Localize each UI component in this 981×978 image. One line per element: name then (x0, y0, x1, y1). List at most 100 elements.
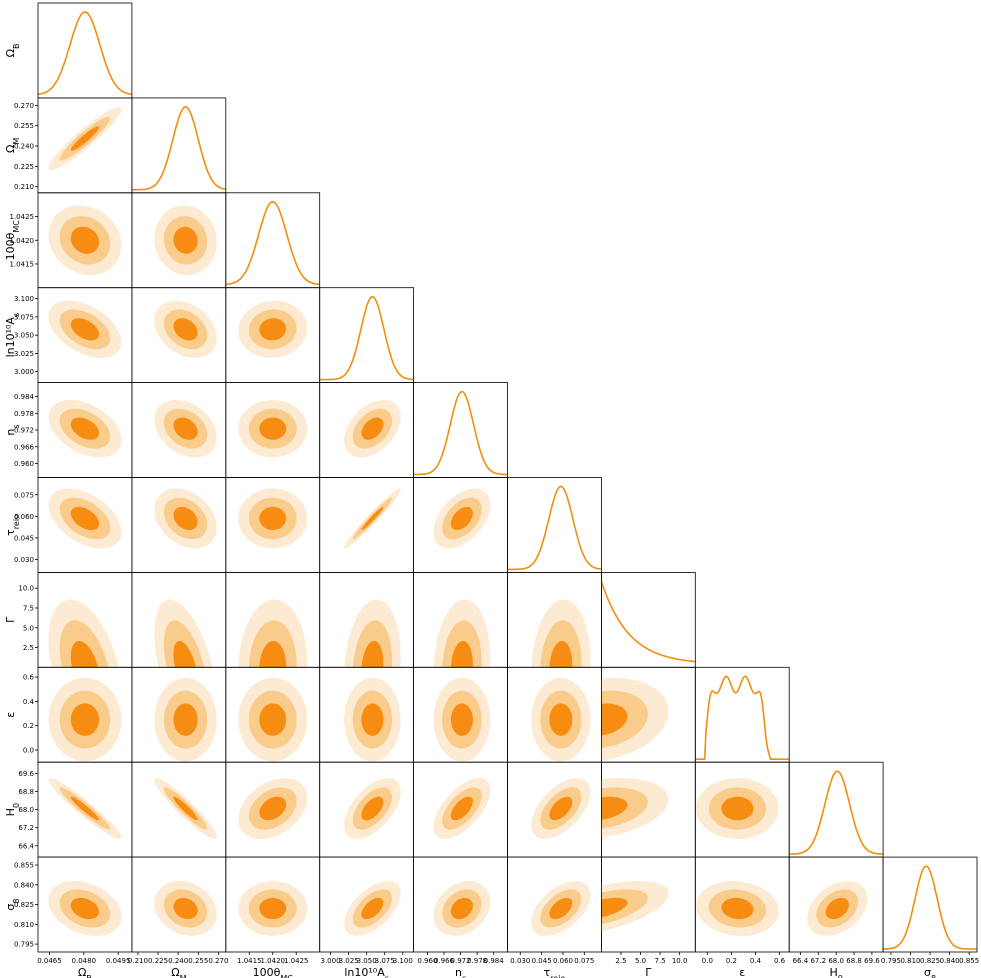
marginal-p9-8 (883, 865, 977, 950)
y-tick-label: 1.0415 (10, 260, 35, 268)
marginal-p3-ln10-a-s (319, 295, 414, 381)
contour-3-p4-n-s-vs-p1-m (173, 417, 198, 440)
y-axis-label-p0-b: ΩB (4, 43, 21, 57)
contour-3-p8-h-0-vs-p1-m (173, 796, 198, 821)
x-axis-label-p8-h-0: H0 (829, 966, 842, 978)
y-tick-label: 1.0420 (10, 237, 35, 245)
x-tick-label: 3.000 (321, 957, 341, 965)
y-axis-p8-h-0: 66.4 67.2 68.0 68.8 69.6 H0 (4, 770, 38, 850)
x-tick-label: 0.045 (532, 957, 552, 965)
y-axis-label-p5-reio: τreio (4, 514, 21, 536)
x-tick-label: 0.060 (553, 957, 573, 965)
x-axis-p7-param: 0.0 0.2 0.4 0.6 ε (702, 952, 786, 978)
panel-frame (507, 477, 602, 573)
marginal-p4-n-s (413, 390, 508, 476)
contour-3-p4-n-s-vs-p0-b (70, 417, 100, 440)
panel-p2-100-mc-vs-p1-m (131, 192, 227, 289)
y-tick-label: 0.240 (14, 143, 34, 151)
contour-3-p5-reio-vs-p2-100-mc (259, 506, 287, 531)
contour-3-p5-reio-vs-p1-m (173, 506, 198, 531)
panel-p7-param-vs-p1-m (131, 666, 227, 763)
y-axis-p5-reio: 0.030 0.045 0.060 0.075 τreio (4, 491, 38, 564)
panel-p9-8-vs-p9-8 (882, 856, 978, 953)
panel-p4-n-s-vs-p3-ln10-a-s (319, 382, 415, 478)
y-axis-p7-param: 0.0 0.2 0.4 0.6 ε (4, 674, 38, 755)
y-tick-label: 0.960 (14, 460, 34, 468)
panel-p9-8-vs-p8-h-0 (788, 856, 884, 953)
x-axis-label-p2-100-mc: 100θMC (253, 966, 294, 978)
contour-3-p7-param-vs-p4-n-s (450, 703, 473, 736)
marginal-p8-h-0 (789, 770, 884, 855)
y-tick-label: 3.025 (14, 350, 34, 358)
y-tick-label: 68.0 (18, 806, 34, 814)
contour-3-p3-ln10-a-s-vs-p0-b (70, 318, 100, 341)
contour-3-p8-h-0-vs-p7-param (721, 796, 754, 821)
y-axis-p9-8: 0.795 0.810 0.825 0.840 0.855 σ8 (4, 862, 38, 949)
y-axis-p3-ln10-a-s: 3.000 3.025 3.050 3.075 3.100 ln10¹⁰As (4, 295, 38, 376)
contour-3-p4-n-s-vs-p2-100-mc (259, 417, 287, 440)
y-tick-label: 0.030 (14, 556, 34, 564)
x-tick-label: 0.6 (774, 957, 786, 965)
contour-3-p3-ln10-a-s-vs-p1-m (173, 318, 198, 341)
panel-p6-param-vs-p4-n-s (413, 572, 508, 668)
marginal-p0-b (38, 11, 132, 96)
panel-p9-8-vs-p0-b (37, 856, 133, 953)
y-tick-label: 0.060 (14, 513, 34, 521)
x-tick-label: 0.840 (940, 957, 960, 965)
panel-p2-100-mc-vs-p0-b (37, 192, 133, 289)
contour-3-p5-reio-vs-p0-b (70, 506, 100, 531)
x-axis-p6-param: 2.5 5.0 7.5 10.0 Γ (615, 952, 687, 978)
contour-3-p6-param-vs-p4-n-s (450, 641, 473, 668)
panel-p4-n-s-vs-p0-b (37, 382, 133, 478)
contour-3-p9-8-vs-p4-n-s (450, 897, 473, 920)
y-axis-label-p6-param: Γ (4, 616, 17, 623)
x-tick-label: 3.100 (393, 957, 413, 965)
y-axis-label-p1-m: ΩM (4, 138, 21, 153)
x-tick-label: 0.075 (574, 957, 594, 965)
panel-p8-h-0-vs-p5-reio (507, 761, 602, 858)
y-tick-label: 3.100 (14, 295, 34, 303)
x-tick-label: 69.6 (864, 957, 880, 965)
panel-p5-reio-vs-p5-reio (507, 477, 602, 573)
panel-p5-reio-vs-p0-b (37, 477, 133, 573)
x-axis-p8-h-0: 66.4 67.2 68.0 68.8 69.6 H0 (793, 952, 880, 978)
y-tick-label: 0.2 (23, 722, 34, 730)
x-tick-label: 67.2 (810, 957, 826, 965)
contour-3-p9-8-vs-p3-ln10-a-s (361, 897, 384, 920)
x-tick-label: 7.5 (655, 957, 666, 965)
x-tick-label: 0.225 (148, 957, 168, 965)
panel-p7-param-vs-p7-param (694, 666, 790, 763)
y-axis-p6-param: 2.5 5.0 7.5 10.0 Γ (4, 585, 38, 652)
contour-3-p8-h-0-vs-p3-ln10-a-s (361, 796, 384, 821)
panel-p2-100-mc-vs-p2-100-mc (225, 192, 321, 289)
panel-p6-param-vs-p2-100-mc (225, 572, 321, 668)
y-tick-label: 0.6 (23, 674, 35, 682)
panel-p6-param-vs-p6-param (601, 572, 696, 668)
panel-p9-8-vs-p1-m (131, 856, 227, 953)
marginal-p5-reio (507, 485, 602, 571)
contour-3-p8-h-0-vs-p6-param (601, 796, 628, 820)
x-tick-label: 0.255 (188, 957, 208, 965)
y-axis-p4-n-s: 0.960 0.966 0.972 0.978 0.984 ns (4, 393, 38, 468)
y-tick-label: 3.000 (14, 368, 34, 376)
y-axis-label-p9-8: σ8 (4, 899, 21, 911)
panel-p4-n-s-vs-p4-n-s (413, 382, 508, 478)
x-tick-label: 1.0425 (284, 957, 309, 965)
contour-3-p6-param-vs-p1-m (173, 641, 197, 668)
panel-p7-param-vs-p4-n-s (413, 666, 508, 763)
x-axis-label-p0-b: ΩB (78, 966, 92, 978)
marginal-p1-m (131, 106, 226, 191)
contour-3-p8-h-0-vs-p2-100-mc (259, 796, 287, 821)
x-tick-label: 0.855 (959, 957, 979, 965)
y-tick-label: 0.795 (14, 941, 34, 949)
panel-p3-ln10-a-s-vs-p1-m (131, 287, 227, 384)
y-tick-label: 0.825 (14, 901, 34, 909)
x-tick-label: 0.984 (484, 957, 505, 965)
x-tick-label: 0.978 (467, 957, 487, 965)
y-axis-label-p2-100-mc: 100θMC (4, 220, 21, 261)
panel-p5-reio-vs-p4-n-s (413, 477, 508, 573)
y-tick-label: 0.270 (14, 102, 34, 110)
y-axis-p1-m: 0.210 0.225 0.240 0.255 0.270 ΩM (4, 102, 38, 191)
